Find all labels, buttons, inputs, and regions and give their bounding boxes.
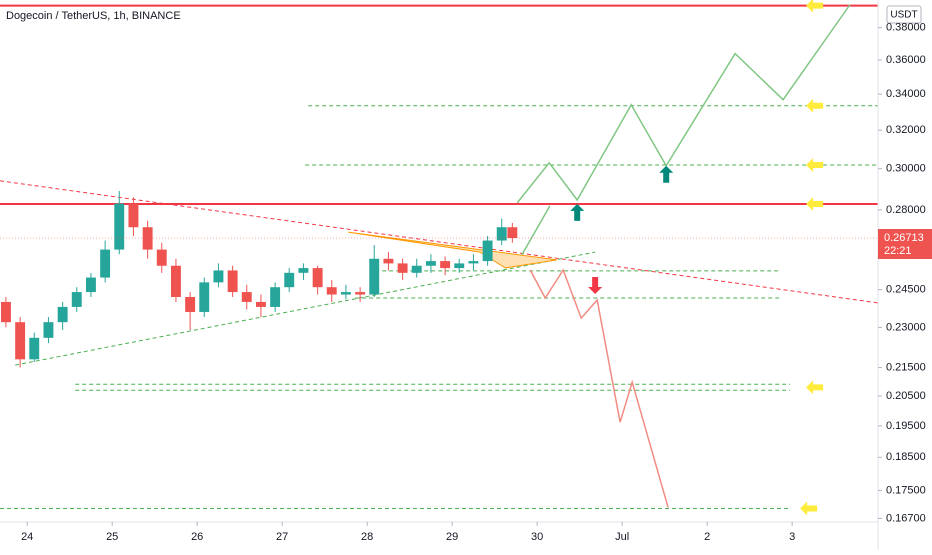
candle-body — [454, 263, 465, 269]
candle-body — [468, 261, 479, 264]
candle-body — [369, 258, 380, 295]
chart-title: Dogecoin / TetherUS, 1h, BINANCE — [6, 10, 181, 22]
candle-body — [57, 306, 68, 323]
x-tick-label: 2 — [704, 531, 710, 543]
level-arrow — [806, 157, 824, 172]
x-tick-label: 24 — [21, 531, 33, 543]
candle-body — [507, 227, 518, 239]
candle-body — [496, 227, 507, 241]
y-tick-label: 0.30000 — [886, 163, 926, 175]
candle-body — [199, 282, 210, 312]
candle-body — [170, 265, 181, 297]
level-arrow — [806, 380, 824, 395]
candle-body — [312, 268, 323, 288]
candle-body — [156, 249, 167, 266]
x-tick-label: Jul — [615, 531, 629, 543]
candle-body — [114, 203, 125, 250]
candle-body — [213, 270, 224, 283]
x-tick-label: 26 — [191, 531, 203, 543]
candle-body — [411, 265, 422, 273]
candle-body — [227, 270, 238, 293]
level-arrow — [806, 98, 824, 113]
plot-area — [0, 0, 879, 516]
level-line — [15, 251, 596, 366]
y-tick-label: 0.16700 — [886, 512, 926, 524]
x-tick-label: 28 — [361, 531, 373, 543]
candle-body — [71, 292, 82, 307]
y-tick-label: 0.24500 — [886, 284, 926, 296]
candle-body — [255, 301, 266, 307]
candle-body — [15, 322, 26, 360]
last-price: 0.26713 — [884, 232, 924, 244]
y-tick-label: 0.36000 — [886, 54, 926, 66]
y-tick-label: 0.23000 — [886, 321, 926, 333]
candle-body — [326, 287, 337, 295]
level-arrow — [806, 196, 824, 211]
candle-body — [43, 322, 54, 338]
candle-body — [482, 240, 493, 262]
candle-body — [0, 301, 11, 323]
signal-arrow — [659, 165, 674, 183]
y-tick-label: 0.38000 — [886, 22, 926, 34]
signal-arrow — [588, 277, 603, 295]
x-tick-label: 25 — [106, 531, 118, 543]
projection-path — [529, 268, 669, 508]
y-tick-label: 0.19500 — [886, 420, 926, 432]
y-tick-label: 0.18500 — [886, 451, 926, 463]
candle-body — [397, 263, 408, 273]
x-tick-label: 29 — [446, 531, 458, 543]
candle-body — [85, 277, 96, 293]
level-arrow — [800, 501, 818, 516]
projection-path — [516, 4, 851, 204]
candle-body — [284, 272, 295, 288]
candle-body — [355, 292, 366, 295]
candle-body — [270, 287, 281, 307]
candle-body — [100, 249, 111, 278]
y-tick-label: 0.32000 — [886, 124, 926, 136]
y-tick-label: 0.20500 — [886, 390, 926, 402]
currency: USDT — [890, 10, 917, 21]
x-tick-label: 30 — [531, 531, 543, 543]
candle-body — [440, 261, 451, 269]
candle-body — [128, 203, 139, 228]
level-line — [0, 180, 879, 304]
x-tick-label: 27 — [276, 531, 288, 543]
y-tick-label: 0.34000 — [886, 88, 926, 100]
candle-body — [425, 261, 436, 266]
level-arrow — [806, 0, 824, 13]
countdown: 22:21 — [884, 245, 912, 257]
signal-arrow — [570, 203, 585, 221]
currency-box — [886, 5, 922, 24]
candle-body — [340, 292, 351, 295]
projection-path — [521, 205, 551, 256]
x-tick-label: 3 — [789, 531, 795, 543]
candle-body — [383, 258, 394, 264]
candle-body — [298, 268, 309, 273]
y-tick-label: 0.21500 — [886, 362, 926, 374]
candle-body — [241, 292, 252, 302]
candle-body — [185, 296, 196, 312]
y-tick-label: 0.28000 — [886, 204, 926, 216]
candle-body — [29, 337, 40, 360]
y-tick-label: 0.17500 — [886, 484, 926, 496]
last-price-box — [878, 229, 932, 260]
